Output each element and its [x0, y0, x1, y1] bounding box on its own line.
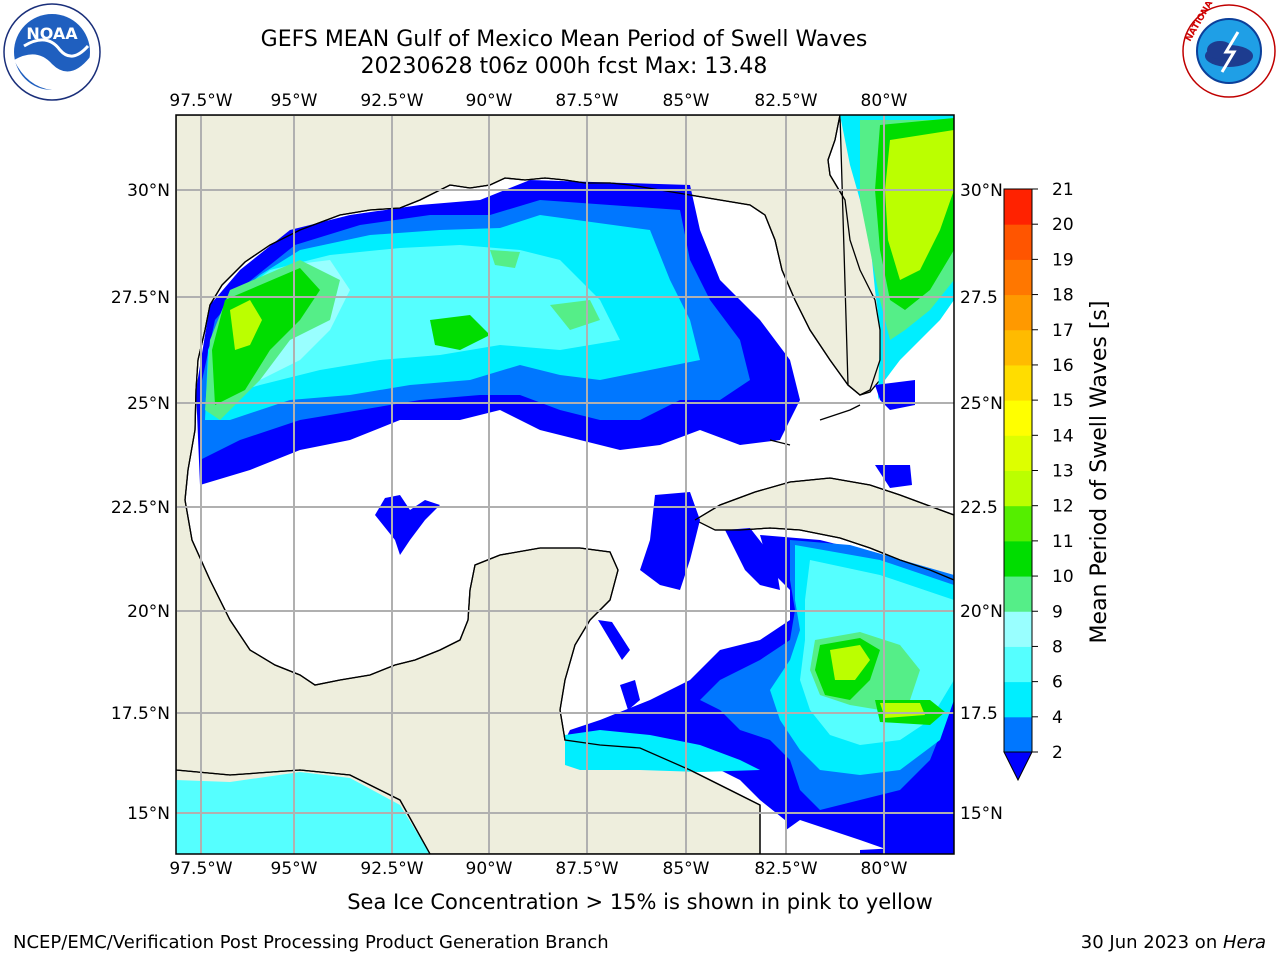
colorbar-segment-12	[1004, 294, 1032, 331]
colorbar-segment-6	[1004, 505, 1032, 542]
colorbar-tick-13: 18	[1052, 286, 1074, 306]
colorbar-tick-1: 4	[1052, 708, 1063, 728]
lat-tick-right-0: 30°N	[960, 181, 1003, 201]
colorbar-segment-8	[1004, 435, 1032, 471]
map-area	[176, 115, 954, 854]
colorbar-segment-7	[1004, 470, 1032, 507]
lat-tick-left-5: 17.5°N	[111, 704, 170, 724]
lon-tick-top-4: 87.5°W	[555, 91, 618, 111]
footer-date: 30 Jun 2023 on Hera	[1081, 932, 1266, 953]
lat-tick-left-6: 15°N	[127, 804, 170, 824]
coastlines	[176, 115, 954, 854]
colorbar-segment-5	[1004, 540, 1032, 577]
colorbar-tick-8: 13	[1052, 462, 1074, 482]
footer-date-text: 30 Jun 2023 on	[1080, 932, 1223, 953]
lon-tick-top-6: 82.5°W	[754, 91, 817, 111]
chart-subtitle: 20230628 t06z 000h fcst Max: 13.48	[360, 54, 768, 79]
colorbar-tick-2: 6	[1052, 673, 1063, 693]
lat-tick-left-1: 27.5°N	[111, 288, 170, 308]
chart-title: GEFS MEAN Gulf of Mexico Mean Period of …	[260, 27, 868, 52]
lon-tick-top-3: 90°W	[466, 91, 513, 111]
lat-ticks-left: 30°N 27.5°N 25°N 22.5°N 20°N 17.5°N 15°N	[111, 181, 170, 824]
footer-machine: Hera	[1222, 932, 1266, 953]
nws-logo: NATIONAL WEATHER SERVICE	[1182, 2, 1276, 98]
lon-tick-bottom-1: 95°W	[271, 859, 318, 879]
colorbar-tick-9: 14	[1052, 426, 1074, 446]
colorbar-tick-12: 17	[1052, 321, 1074, 341]
colorbar-tick-3: 8	[1052, 637, 1063, 657]
lon-tick-top-0: 97.5°W	[169, 91, 232, 111]
colorbar-tick-0: 2	[1052, 743, 1063, 763]
colorbar-tick-5: 10	[1052, 567, 1074, 587]
lat-tick-left-2: 25°N	[127, 394, 170, 414]
colorbar-segment-14	[1004, 224, 1032, 260]
lon-tick-bottom-5: 85°W	[663, 859, 710, 879]
colorbar-segment-10	[1004, 364, 1032, 401]
colorbar: 2 4 6 8 9 10 11 12 13 14 15 16 17 18 19 20 21	[1003, 180, 1074, 782]
lat-tick-right-3: 22.5	[960, 498, 998, 518]
colorbar-tick-6: 11	[1052, 532, 1074, 552]
sea-ice-caption: Sea Ice Concentration > 15% is shown in …	[347, 890, 933, 914]
lon-tick-bottom-2: 92.5°W	[360, 859, 423, 879]
lon-tick-top-5: 85°W	[663, 91, 710, 111]
lon-tick-top-2: 92.5°W	[360, 91, 423, 111]
colorbar-tick-11: 16	[1052, 356, 1074, 376]
colorbar-segment-1	[1004, 681, 1032, 718]
lon-tick-top-7: 80°W	[861, 91, 908, 111]
lat-tick-left-3: 22.5°N	[111, 498, 170, 518]
colorbar-segment-3	[1004, 611, 1032, 647]
wave-field	[176, 115, 954, 854]
lat-tick-right-6: 15°N	[960, 804, 1003, 824]
colorbar-tick-15: 20	[1052, 215, 1074, 235]
colorbar-segment-2	[1004, 646, 1032, 683]
colorbar-tick-4: 9	[1052, 602, 1063, 622]
grid-lines	[176, 115, 954, 854]
colorbar-tick-14: 19	[1052, 250, 1074, 270]
lon-tick-top-1: 95°W	[271, 91, 318, 111]
lon-tick-bottom-0: 97.5°W	[169, 859, 232, 879]
colorbar-segment-13	[1004, 259, 1032, 296]
colorbar-segment-0	[1004, 716, 1032, 753]
colorbar-segment-4	[1004, 576, 1032, 612]
map-frame	[175, 114, 955, 855]
lat-tick-right-4: 20°N	[960, 602, 1003, 622]
noaa-logo-text: NOAA	[26, 24, 78, 43]
lat-tick-left-4: 20°N	[127, 602, 170, 622]
lat-tick-right-1: 27.5	[960, 288, 998, 308]
lat-tick-right-5: 17.5	[960, 704, 998, 724]
colorbar-segment-9	[1004, 400, 1032, 436]
colorbar-label: Mean Period of Swell Waves [s]	[1087, 301, 1112, 644]
noaa-logo: NOAA	[3, 3, 101, 101]
colorbar-tick-7: 12	[1052, 497, 1074, 517]
lon-tick-bottom-3: 90°W	[466, 859, 513, 879]
colorbar-tick-16: 21	[1052, 180, 1074, 200]
colorbar-tick-10: 15	[1052, 391, 1074, 411]
lon-ticks-top: 97.5°W 95°W 92.5°W 90°W 87.5°W 85°W 82.5°W 80°W	[169, 91, 907, 111]
colorbar-segment-15	[1004, 189, 1032, 225]
lon-ticks-bottom: 97.5°W 95°W 92.5°W 90°W 87.5°W 85°W 82.5°W 80°W	[169, 859, 907, 879]
lat-tick-right-2: 25°N	[960, 394, 1003, 414]
lat-ticks-right: 30°N 27.5 25°N 22.5 20°N 17.5 15°N	[960, 181, 1003, 824]
lon-tick-bottom-7: 80°W	[861, 859, 908, 879]
footer-branch: NCEP/EMC/Verification Post Processing Pr…	[13, 932, 609, 953]
colorbar-segment-11	[1004, 329, 1032, 366]
lon-tick-bottom-6: 82.5°W	[754, 859, 817, 879]
lon-tick-bottom-4: 87.5°W	[555, 859, 618, 879]
lat-tick-left-0: 30°N	[127, 181, 170, 201]
colorbar-extend	[1003, 751, 1033, 782]
